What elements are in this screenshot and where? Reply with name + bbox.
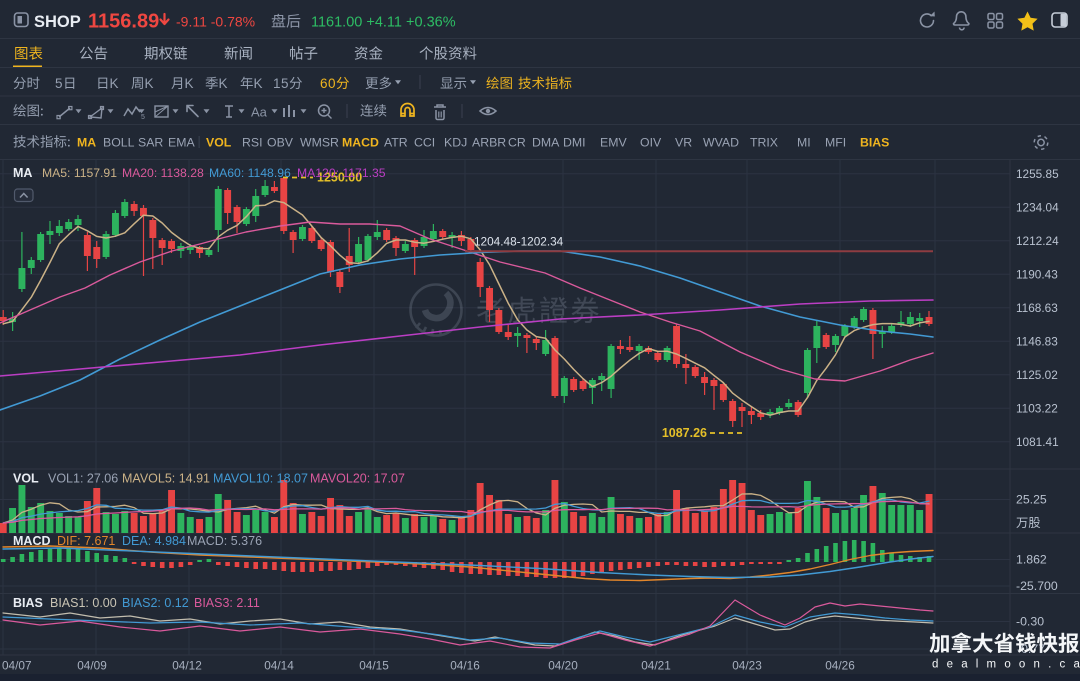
svg-text:6: 6 (320, 76, 328, 91)
svg-text:BIAS2: 0.12: BIAS2: 0.12 (122, 596, 189, 610)
svg-text:MACD: 5.376: MACD: 5.376 (187, 534, 262, 548)
svg-text:1168.63: 1168.63 (1016, 301, 1058, 315)
svg-text:MA5: 1157.91: MA5: 1157.91 (42, 166, 117, 180)
svg-text:VOL: VOL (206, 136, 232, 150)
svg-text:1146.83: 1146.83 (1016, 334, 1058, 348)
svg-text:BIAS: BIAS (13, 596, 43, 610)
svg-text:OBV: OBV (267, 136, 294, 150)
svg-text:5: 5 (55, 76, 63, 91)
svg-text:-9.11 -0.78%: -9.11 -0.78% (176, 14, 255, 30)
svg-text:CCI: CCI (414, 136, 435, 150)
svg-text:EMV: EMV (600, 136, 627, 150)
svg-text:DMA: DMA (532, 136, 560, 150)
svg-text:MA: MA (13, 166, 32, 180)
svg-text:BOLL: BOLL (103, 136, 135, 150)
svg-text:VOL1: 27.06: VOL1: 27.06 (48, 472, 118, 486)
svg-text:MAVOL10: 18.07: MAVOL10: 18.07 (213, 472, 308, 486)
svg-text:1125.02: 1125.02 (1016, 368, 1058, 382)
svg-text:-0.30: -0.30 (1016, 615, 1044, 629)
svg-text:MAVOL5: 14.91: MAVOL5: 14.91 (122, 472, 210, 486)
svg-text:BIAS3: 2.11: BIAS3: 2.11 (194, 596, 260, 610)
svg-text:MA60: 1148.96: MA60: 1148.96 (209, 166, 291, 180)
svg-text:Aa: Aa (251, 105, 268, 120)
svg-text:1.862: 1.862 (1016, 553, 1047, 567)
svg-text:K: K (145, 76, 154, 91)
svg-text:OIV: OIV (640, 136, 662, 150)
svg-text:CR: CR (508, 136, 526, 150)
svg-text:KDJ: KDJ (444, 136, 467, 150)
svg-text:1087.26: 1087.26 (662, 426, 707, 440)
svg-text:WMSR: WMSR (300, 136, 339, 150)
svg-text:04/07: 04/07 (2, 659, 32, 673)
svg-text:1234.04: 1234.04 (1016, 200, 1059, 214)
svg-text:ATR: ATR (384, 136, 408, 150)
svg-text:04/12: 04/12 (172, 659, 202, 673)
svg-text:MA20: 1138.28: MA20: 1138.28 (122, 166, 204, 180)
svg-text:1212.24: 1212.24 (1016, 234, 1059, 248)
svg-text:MACD: MACD (342, 136, 379, 150)
svg-text:1255.85: 1255.85 (1016, 167, 1059, 181)
svg-text:04/23: 04/23 (732, 659, 762, 673)
svg-text:04/21: 04/21 (641, 659, 671, 673)
svg-text:DMI: DMI (563, 136, 586, 150)
svg-text:VR: VR (675, 136, 692, 150)
svg-text:04/09: 04/09 (77, 659, 107, 673)
svg-text:VOL: VOL (13, 472, 39, 486)
svg-text:RSI: RSI (242, 136, 263, 150)
svg-text:K: K (254, 76, 263, 91)
svg-text:K: K (219, 76, 228, 91)
svg-text:BIAS: BIAS (860, 136, 889, 150)
svg-text:5: 5 (281, 76, 289, 91)
svg-text:MA120: 1171.35: MA120: 1171.35 (297, 166, 386, 180)
svg-text:04/26: 04/26 (825, 659, 855, 673)
svg-text:25.25: 25.25 (1016, 493, 1047, 507)
svg-text:EMA: EMA (168, 136, 195, 150)
svg-text:WVAD: WVAD (703, 136, 739, 150)
svg-text:1: 1 (273, 76, 281, 91)
svg-text:SHOP: SHOP (34, 13, 81, 31)
svg-text:04/16: 04/16 (450, 659, 480, 673)
svg-text:MFI: MFI (825, 136, 846, 150)
svg-text:1204.48-1202.34: 1204.48-1202.34 (474, 235, 564, 249)
svg-text:MAVOL20: 17.07: MAVOL20: 17.07 (310, 472, 405, 486)
svg-text:1156.89: 1156.89 (88, 11, 159, 33)
svg-text:MI: MI (797, 136, 811, 150)
svg-text:04/15: 04/15 (359, 659, 389, 673)
svg-text:1161.00 +4.11 +0.36%: 1161.00 +4.11 +0.36% (311, 15, 456, 31)
svg-text:1081.41: 1081.41 (1016, 435, 1059, 449)
svg-text:1103.22: 1103.22 (1016, 401, 1058, 415)
svg-text:1250.00: 1250.00 (317, 171, 362, 185)
svg-text:BIAS1: 0.00: BIAS1: 0.00 (50, 596, 117, 610)
svg-text:|: | (198, 135, 201, 149)
svg-text:K: K (185, 76, 194, 91)
svg-text:04/14: 04/14 (264, 659, 294, 673)
svg-text:04/20: 04/20 (548, 659, 578, 673)
svg-text:1190.43: 1190.43 (1016, 267, 1058, 281)
svg-text:MACD: MACD (13, 534, 51, 548)
svg-text:MA: MA (77, 136, 96, 150)
svg-text:0: 0 (328, 76, 336, 91)
svg-text:TRIX: TRIX (750, 136, 778, 150)
svg-text:5: 5 (141, 114, 145, 121)
svg-text:DEA: 4.984: DEA: 4.984 (122, 534, 186, 548)
svg-text:K: K (110, 76, 119, 91)
svg-text:ARBR: ARBR (472, 136, 506, 150)
svg-text:-25.700: -25.700 (1016, 579, 1058, 593)
svg-text:DIF: 7.671: DIF: 7.671 (57, 534, 115, 548)
svg-text:SAR: SAR (138, 136, 163, 150)
svg-text:dealmoon.ca: dealmoon.ca (932, 659, 1080, 671)
